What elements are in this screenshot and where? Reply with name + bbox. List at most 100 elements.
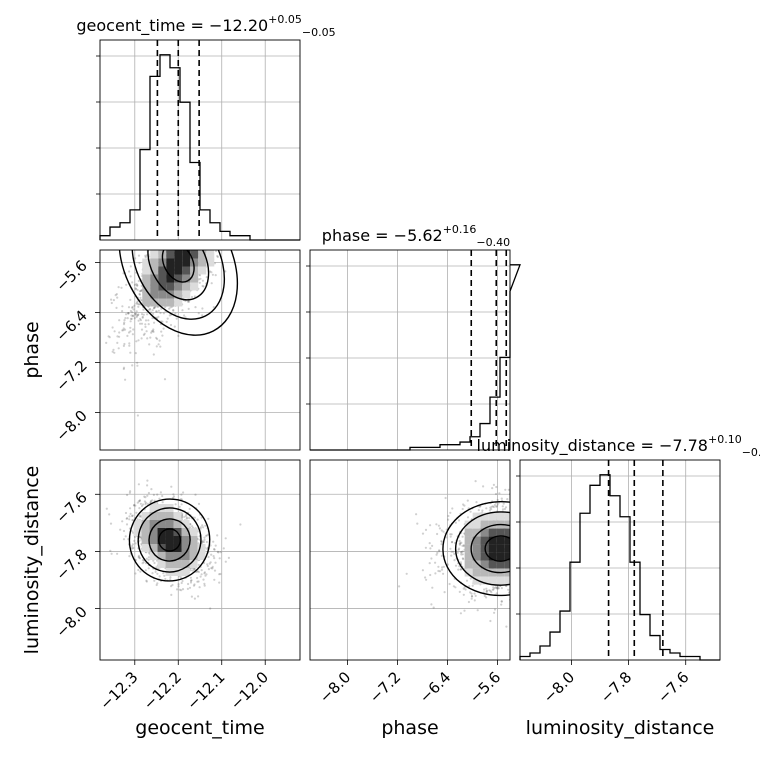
scatter-point xyxy=(250,208,252,210)
scatter-point xyxy=(527,505,529,507)
scatter-point xyxy=(452,585,455,588)
scatter-point xyxy=(528,587,530,589)
density-blocks xyxy=(464,512,510,585)
scatter-point xyxy=(533,544,535,546)
scatter-point xyxy=(172,495,176,498)
scatter-point xyxy=(398,585,401,588)
scatter-point xyxy=(206,534,209,537)
scatter-point xyxy=(213,557,216,560)
scatter-point xyxy=(437,565,440,568)
scatter-point xyxy=(192,241,194,243)
density-cell xyxy=(173,512,182,520)
scatter-point xyxy=(128,555,131,558)
scatter-point xyxy=(517,555,519,557)
scatter-point xyxy=(537,540,539,542)
scatter-point xyxy=(203,204,205,206)
density-cell xyxy=(173,560,182,568)
scatter-point xyxy=(199,245,201,247)
scatter-point xyxy=(185,215,187,217)
scatter-point xyxy=(202,228,204,230)
scatter-point xyxy=(193,246,195,248)
scatter-point xyxy=(536,546,538,548)
scatter-point xyxy=(527,547,529,549)
scatter-point xyxy=(129,512,132,516)
scatter-point xyxy=(495,485,498,489)
scatter-point xyxy=(208,228,210,230)
scatter-point xyxy=(217,183,219,185)
scatter-point xyxy=(201,237,203,239)
scatter-point xyxy=(548,533,550,535)
scatter-point xyxy=(229,187,231,189)
scatter-point xyxy=(202,233,204,235)
scatter-point xyxy=(189,523,192,526)
scatter-point xyxy=(524,513,526,515)
scatter-point xyxy=(147,319,150,322)
scatter-point xyxy=(488,509,491,512)
density-cell xyxy=(149,504,158,512)
scatter-point xyxy=(191,237,193,239)
x-tick-label: −5.6 xyxy=(466,668,504,706)
scatter-point xyxy=(151,499,154,502)
scatter-point xyxy=(207,216,209,218)
scatter-point xyxy=(555,531,557,533)
density-cell xyxy=(157,504,166,512)
scatter-point xyxy=(456,551,459,554)
scatter-point xyxy=(178,241,180,243)
density-cell xyxy=(182,219,190,227)
scatter-point xyxy=(204,228,206,230)
scatter-point xyxy=(228,192,230,194)
scatter-point xyxy=(527,547,529,549)
scatter-point xyxy=(169,578,172,581)
scatter-point xyxy=(129,275,132,278)
scatter-point xyxy=(533,525,535,527)
y-tick-label: −7.6 xyxy=(52,488,90,526)
scatter-point xyxy=(545,518,547,520)
scatter-point xyxy=(197,236,199,238)
scatter-point xyxy=(129,320,132,323)
density-cell xyxy=(150,250,159,259)
scatter-point xyxy=(449,535,452,538)
scatter-point xyxy=(136,284,139,287)
scatter-point xyxy=(513,523,515,525)
scatter-point xyxy=(182,231,184,233)
scatter-point xyxy=(525,537,527,539)
x-tick-label: −7.2 xyxy=(366,668,404,706)
scatter-point xyxy=(210,567,213,570)
scatter-point xyxy=(195,245,197,247)
scatter-point xyxy=(130,314,133,317)
scatter-point xyxy=(183,230,185,232)
scatter-point xyxy=(215,250,218,253)
x-tick-label: −6.4 xyxy=(416,668,454,706)
scatter-point xyxy=(173,248,175,250)
scatter-point xyxy=(492,505,495,509)
scatter-point xyxy=(156,493,159,496)
scatter-point xyxy=(466,499,469,502)
y-tick-label: −5.6 xyxy=(52,257,90,295)
density-cell xyxy=(480,520,489,529)
scatter-point xyxy=(495,587,498,590)
scatter-point xyxy=(192,209,194,211)
scatter-point xyxy=(110,301,113,305)
scatter-point xyxy=(515,566,517,568)
scatter-point xyxy=(145,580,148,583)
scatter-point xyxy=(211,209,213,211)
scatter-point xyxy=(152,307,156,310)
scatter-point xyxy=(544,507,546,509)
scatter-point xyxy=(550,552,552,554)
scatter-point xyxy=(180,581,183,585)
scatter-point xyxy=(546,555,548,557)
scatter-point xyxy=(235,187,237,189)
scatter-point xyxy=(160,248,162,250)
scatter-point xyxy=(199,526,202,529)
scatter-point xyxy=(482,485,485,488)
scatter-point xyxy=(144,503,147,506)
scatter-point xyxy=(192,227,194,229)
scatter-point xyxy=(172,237,174,239)
scatter-point xyxy=(524,544,526,546)
scatter-point xyxy=(197,312,200,315)
scatter-point xyxy=(157,315,160,318)
scatter-point xyxy=(195,221,197,223)
scatter-point xyxy=(182,242,184,244)
scatter-point xyxy=(205,220,207,222)
scatter-point xyxy=(190,595,193,598)
